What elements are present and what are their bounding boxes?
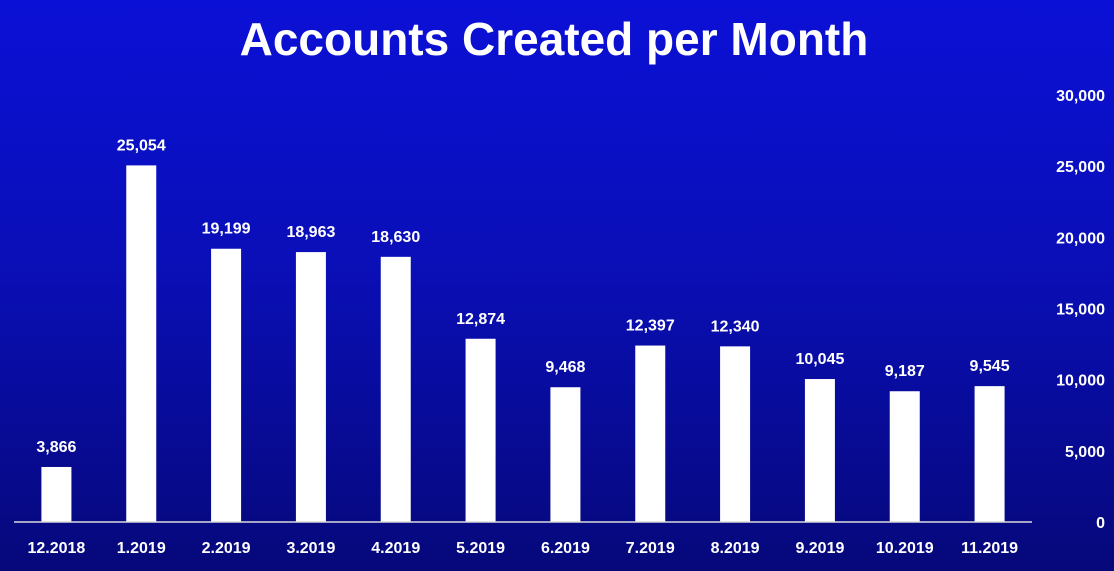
- value-label-group: 3,866 25,054 19,199 18,963 18,630 12,874 9,468…: [36, 137, 1009, 456]
- bar-12.2018: [41, 466, 72, 522]
- x-tick-label-1.2019: 1.2019: [117, 540, 166, 557]
- x-tick-label-8.2019: 8.2019: [711, 540, 760, 557]
- value-label-1.2019: 25,054: [117, 137, 166, 154]
- y-tick-label-25000: 25,000: [1056, 159, 1105, 176]
- y-tick-label-20000: 20,000: [1056, 230, 1105, 247]
- bar-6.2019: [550, 387, 581, 522]
- bar-2.2019: [211, 248, 242, 522]
- bar-1.2019: [126, 165, 157, 522]
- x-tick-label-12.2018: 12.2018: [27, 540, 85, 557]
- x-tick-label-3.2019: 3.2019: [286, 540, 335, 557]
- bar-7.2019: [635, 345, 666, 522]
- value-label-12.2018: 3,866: [36, 439, 76, 456]
- value-label-4.2019: 18,630: [371, 229, 420, 246]
- bar-5.2019: [465, 338, 496, 522]
- x-tick-label-6.2019: 6.2019: [541, 540, 590, 557]
- bar-group: [41, 165, 1005, 522]
- x-tick-label-11.2019: 11.2019: [961, 540, 1018, 557]
- x-tick-label-10.2019: 10.2019: [876, 540, 934, 557]
- value-label-10.2019: 9,187: [885, 363, 925, 380]
- x-tick-label-group: 12.2018 1.2019 2.2019 3.2019 4.2019 5.2019 6.2…: [27, 540, 1018, 557]
- value-label-8.2019: 12,340: [711, 318, 760, 335]
- bar-10.2019: [889, 391, 920, 522]
- value-label-9.2019: 10,045: [795, 351, 844, 368]
- x-tick-label-9.2019: 9.2019: [795, 540, 844, 557]
- x-tick-label-4.2019: 4.2019: [371, 540, 420, 557]
- x-tick-label-7.2019: 7.2019: [626, 540, 675, 557]
- value-label-2.2019: 19,199: [202, 221, 251, 238]
- x-tick-label-5.2019: 5.2019: [456, 540, 505, 557]
- y-tick-label-10000: 10,000: [1056, 373, 1105, 390]
- value-label-5.2019: 12,874: [456, 311, 505, 328]
- y-tick-label-30000: 30,000: [1056, 88, 1105, 105]
- bar-4.2019: [380, 256, 411, 522]
- value-label-11.2019: 9,545: [970, 358, 1010, 375]
- y-tick-label-0: 0: [1096, 515, 1105, 532]
- y-tick-label-15000: 15,000: [1056, 302, 1105, 319]
- y-tick-label-group: 0 5,000 10,000 15,000 20,000 25,000 30,000: [1056, 88, 1105, 532]
- bar-3.2019: [295, 252, 326, 522]
- bar-8.2019: [720, 346, 751, 522]
- y-tick-label-5000: 5,000: [1065, 444, 1105, 461]
- value-label-7.2019: 12,397: [626, 318, 675, 335]
- bar-11.2019: [974, 386, 1005, 522]
- x-tick-label-2.2019: 2.2019: [202, 540, 251, 557]
- chart-title: Accounts Created per Month: [240, 13, 869, 65]
- value-label-3.2019: 18,963: [286, 224, 335, 241]
- value-label-6.2019: 9,468: [545, 359, 585, 376]
- bar-9.2019: [804, 379, 835, 522]
